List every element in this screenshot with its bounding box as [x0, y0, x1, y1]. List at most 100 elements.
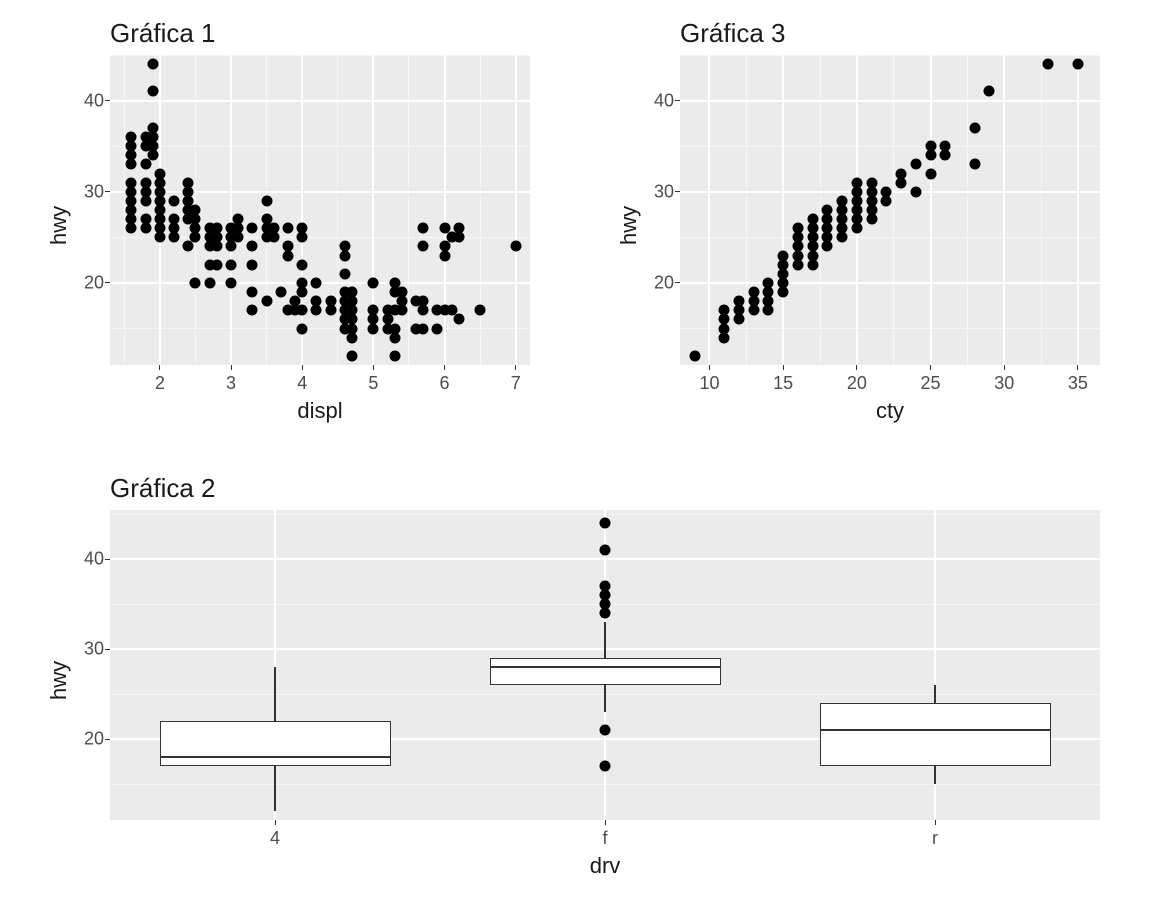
scatter-point	[748, 287, 759, 298]
scatter-point	[339, 268, 350, 279]
scatter-point	[368, 277, 379, 288]
box-outlier-point	[600, 518, 611, 529]
scatter-point	[719, 305, 730, 316]
scatter-point	[866, 177, 877, 188]
scatter-point	[183, 241, 194, 252]
y-tick-label: 40	[646, 90, 674, 111]
x-tick-label: 4	[297, 373, 307, 394]
box-outlier-point	[600, 761, 611, 772]
x-tick-label: 10	[699, 373, 719, 394]
y-tick-label: 20	[646, 272, 674, 293]
box-outlier-point	[600, 725, 611, 736]
scatter-point	[1043, 59, 1054, 70]
x-tick-mark	[231, 365, 232, 370]
scatter-point	[297, 277, 308, 288]
scatter-point	[183, 177, 194, 188]
box-whisker	[934, 766, 936, 784]
x-tick-mark	[783, 365, 784, 370]
panel3-title: Gráfica 3	[680, 18, 786, 49]
gridline-minor-y	[110, 55, 530, 56]
x-tick-label: 30	[994, 373, 1014, 394]
box-whisker	[934, 685, 936, 703]
panel2-plot-area	[110, 510, 1100, 820]
y-tick-label: 40	[76, 549, 104, 570]
box-outlier-point	[600, 608, 611, 619]
scatter-point	[190, 277, 201, 288]
x-tick-mark	[373, 365, 374, 370]
gridline-minor-y	[110, 146, 530, 147]
scatter-point	[126, 132, 137, 143]
scatter-point	[154, 232, 165, 243]
scatter-point	[261, 296, 272, 307]
scatter-point	[733, 296, 744, 307]
gridline-minor-y	[680, 328, 1100, 329]
panel1-plot-area	[110, 55, 530, 365]
x-tick-label: 4	[270, 828, 280, 849]
x-tick-mark	[159, 365, 160, 370]
scatter-point	[247, 223, 258, 234]
scatter-point	[282, 250, 293, 261]
scatter-point	[169, 232, 180, 243]
x-tick-label: 25	[921, 373, 941, 394]
scatter-point	[154, 168, 165, 179]
scatter-point	[969, 159, 980, 170]
scatter-point	[418, 323, 429, 334]
box-outlier-point	[600, 545, 611, 556]
panel2-title: Gráfica 2	[110, 473, 216, 504]
box-whisker	[274, 667, 276, 721]
y-tick-mark	[105, 100, 110, 101]
scatter-point	[140, 177, 151, 188]
x-tick-mark	[1004, 365, 1005, 370]
x-tick-label: f	[602, 828, 607, 849]
scatter-point	[190, 232, 201, 243]
gridline-major-y	[680, 282, 1100, 284]
x-tick-label: 5	[368, 373, 378, 394]
panel2-ylabel: hwy	[46, 661, 72, 700]
scatter-point	[126, 205, 137, 216]
scatter-point	[910, 159, 921, 170]
y-tick-mark	[105, 649, 110, 650]
scatter-point	[453, 232, 464, 243]
gridline-major-y	[110, 191, 530, 193]
gridline-major-y	[110, 100, 530, 102]
y-tick-label: 30	[76, 181, 104, 202]
scatter-point	[247, 259, 258, 270]
scatter-point	[297, 305, 308, 316]
scatter-point	[126, 177, 137, 188]
scatter-point	[453, 314, 464, 325]
box-median	[820, 729, 1051, 732]
scatter-point	[1072, 59, 1083, 70]
scatter-point	[297, 259, 308, 270]
box-rect	[490, 658, 721, 685]
scatter-point	[925, 141, 936, 152]
y-tick-mark	[105, 282, 110, 283]
scatter-point	[311, 277, 322, 288]
scatter-point	[275, 287, 286, 298]
gridline-minor-y	[680, 146, 1100, 147]
y-tick-mark	[675, 191, 680, 192]
scatter-point	[925, 168, 936, 179]
scatter-point	[896, 168, 907, 179]
scatter-point	[439, 250, 450, 261]
y-tick-mark	[675, 100, 680, 101]
scatter-point	[778, 250, 789, 261]
scatter-point	[910, 186, 921, 197]
scatter-point	[432, 323, 443, 334]
scatter-point	[418, 223, 429, 234]
y-tick-mark	[105, 559, 110, 560]
scatter-point	[969, 122, 980, 133]
scatter-point	[368, 323, 379, 334]
scatter-point	[389, 350, 400, 361]
box-rect	[160, 721, 391, 766]
scatter-point	[140, 214, 151, 225]
scatter-point	[347, 350, 358, 361]
y-tick-label: 20	[76, 729, 104, 750]
panel1-title: Gráfica 1	[110, 18, 216, 49]
panel3-plot-area	[680, 55, 1100, 365]
box-whisker	[274, 766, 276, 811]
scatter-point	[689, 350, 700, 361]
x-tick-mark	[935, 820, 936, 825]
scatter-point	[984, 86, 995, 97]
scatter-point	[837, 195, 848, 206]
y-tick-mark	[105, 739, 110, 740]
